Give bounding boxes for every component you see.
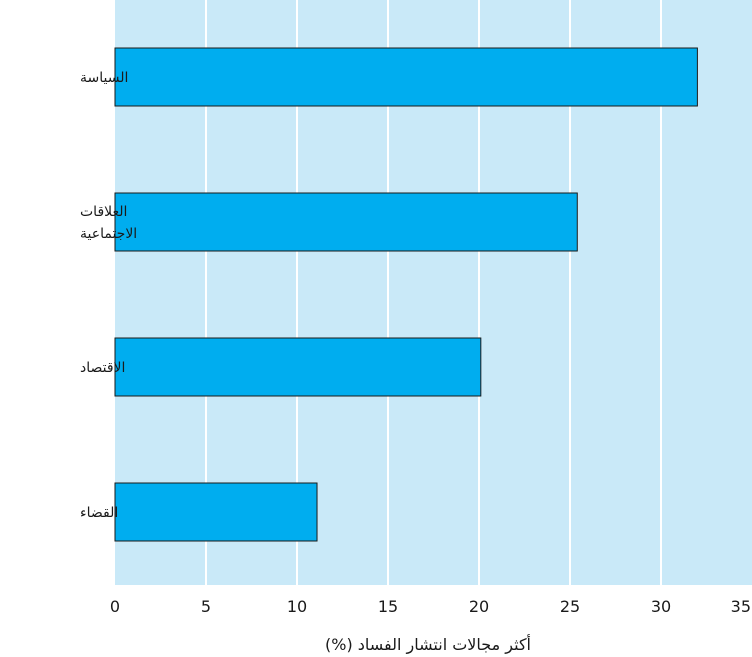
- category-label: الاجتماعية: [80, 226, 137, 242]
- bar: [114, 337, 482, 397]
- x-tick-label: 30: [651, 597, 671, 616]
- bar: [114, 47, 698, 107]
- category-label: الاقتصاد: [80, 360, 125, 376]
- category-label: السياسة: [80, 70, 128, 86]
- x-tick-label: 25: [560, 597, 580, 616]
- category-labels: السياسة العلاقات الاجتماعية الاقتصاد القضاء: [80, 70, 137, 521]
- category-label: العلاقات: [80, 204, 127, 220]
- x-tick-label: 5: [201, 597, 211, 616]
- x-tick-label: 15: [378, 597, 398, 616]
- bar: [114, 482, 318, 542]
- x-axis-ticks: 0 5 10 15 20 25 30 35: [110, 597, 751, 616]
- bar: [114, 192, 578, 252]
- x-tick-label: 10: [287, 597, 307, 616]
- x-tick-label: 0: [110, 597, 120, 616]
- x-axis-title: أكثر مجالات انتشار الفساد (%): [325, 634, 531, 655]
- x-tick-label: 35: [731, 597, 751, 616]
- x-tick-label: 20: [469, 597, 489, 616]
- category-label: القضاء: [80, 505, 118, 521]
- bars: [114, 47, 698, 542]
